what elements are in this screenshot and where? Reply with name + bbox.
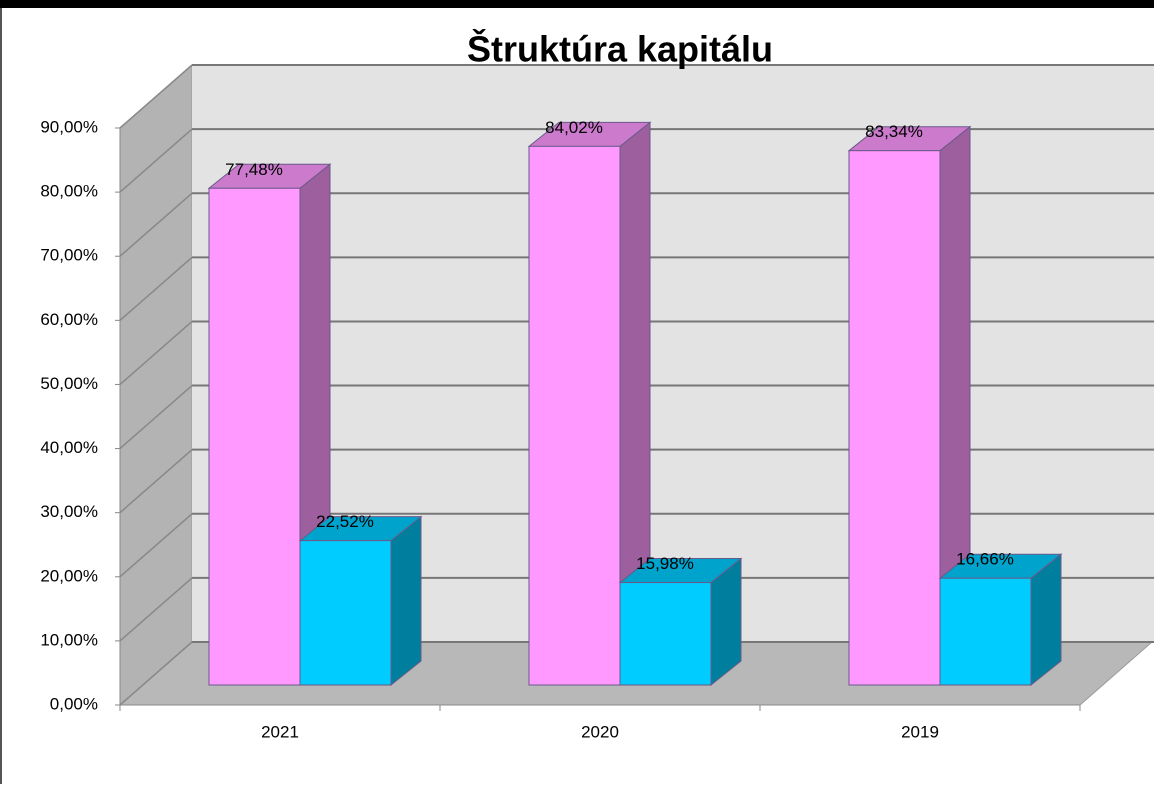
- grid-line: [119, 320, 193, 386]
- data-label: 15,98%: [636, 554, 694, 573]
- y-tick-label: 20,00%: [40, 566, 98, 585]
- grid-line: [119, 192, 193, 257]
- grid-line: [119, 577, 193, 642]
- bar: [939, 577, 1032, 686]
- y-tick-label: 70,00%: [40, 246, 98, 265]
- grid-line: [119, 128, 193, 193]
- y-tick-label: 10,00%: [40, 630, 98, 649]
- bar: [208, 187, 301, 686]
- chart-title: Štruktúra kapitálu: [467, 28, 773, 70]
- y-tick-label: 60,00%: [40, 310, 98, 329]
- bar: [619, 582, 712, 686]
- data-label: 16,66%: [956, 550, 1014, 569]
- bar-side: [390, 515, 422, 687]
- grid-line: [119, 513, 193, 578]
- grid-line: [119, 641, 193, 706]
- grid-line: [119, 256, 193, 321]
- plot-area: 0,00% 10,00% 20,00% 30,00% 40,00% 50,00% 60,00…: [40, 63, 1154, 741]
- grid-line: [119, 64, 193, 129]
- bar: [528, 145, 621, 686]
- y-tick-label: 80,00%: [40, 182, 98, 201]
- grid-line: [119, 384, 193, 450]
- data-label: 77,48%: [225, 160, 283, 179]
- y-tick-label: 50,00%: [40, 374, 98, 393]
- y-tick-label: 40,00%: [40, 438, 98, 457]
- x-tick-label: 2021: [261, 722, 299, 741]
- bar: [299, 540, 392, 686]
- x-tick-label: 2020: [581, 722, 619, 741]
- top-border: [0, 0, 1154, 8]
- data-label: 22,52%: [316, 512, 374, 531]
- grid-line: [119, 449, 193, 514]
- bar: [848, 150, 941, 686]
- data-label: 84,02%: [545, 118, 603, 137]
- y-tick-label: 90,00%: [40, 117, 98, 136]
- y-tick-label: 30,00%: [40, 502, 98, 521]
- data-label: 83,34%: [865, 122, 923, 141]
- x-tick-label: 2019: [901, 722, 939, 741]
- y-tick-label: 0,00%: [50, 694, 98, 713]
